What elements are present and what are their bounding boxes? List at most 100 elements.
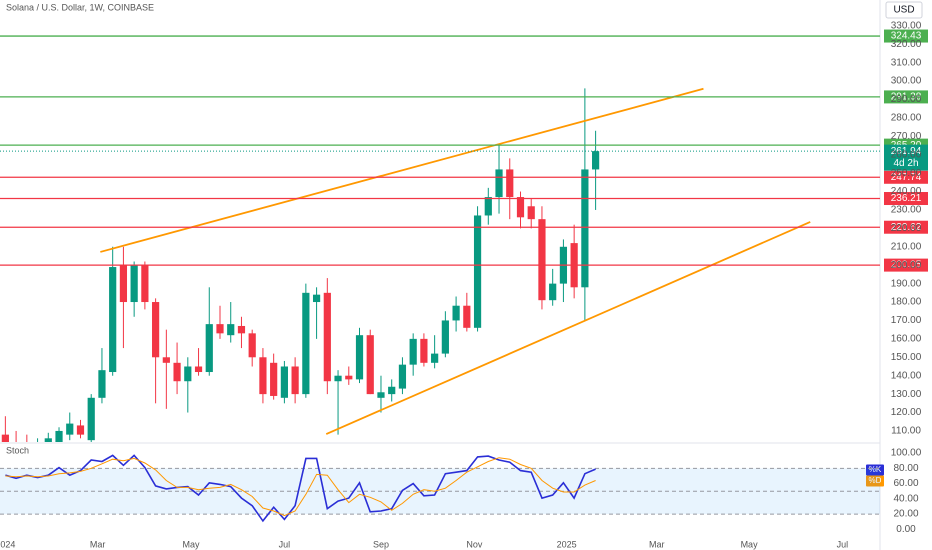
y-tick-label: 140.00 — [891, 370, 922, 381]
band — [0, 468, 880, 515]
x-tick-label: Jul — [279, 539, 291, 549]
level-label: 200.05 — [891, 260, 922, 271]
candle-body — [452, 305, 460, 321]
y-tick-label: 280.00 — [891, 113, 922, 124]
candle-body — [248, 333, 256, 358]
level-label: 247.74 — [891, 172, 922, 183]
level-tag — [884, 220, 928, 234]
level-tag — [884, 170, 928, 184]
candle-body — [345, 375, 353, 380]
indicator-line — [5, 454, 596, 523]
last-price-tag — [884, 144, 928, 171]
level-label: 220.62 — [891, 222, 922, 233]
candle-body — [205, 324, 213, 373]
countdown: 4d 2h — [893, 158, 918, 169]
y-tick-label: 180.00 — [891, 297, 922, 308]
candle-body — [323, 292, 331, 382]
y-tick-label: 120.00 — [891, 407, 922, 418]
candle-body — [98, 370, 106, 398]
candle-body — [409, 338, 417, 365]
candle-body — [366, 335, 374, 395]
currency-box[interactable] — [885, 1, 923, 19]
level-tag — [884, 192, 928, 206]
y-tick-label: 150.00 — [891, 352, 922, 363]
y-tick-label: 190.00 — [891, 278, 922, 289]
price-pane — [0, 35, 880, 442]
legend-tag — [866, 475, 884, 487]
overlay: 324.43291.38265.20247.74236.21220.62200.… — [866, 29, 928, 487]
currency[interactable]: USD — [893, 5, 914, 16]
x-tick-label: May — [183, 539, 201, 549]
candle-body — [302, 292, 310, 395]
y-tick-label: 80.00 — [893, 463, 918, 474]
x-tick-label: Mar — [90, 539, 106, 549]
y-tick-label: 40.00 — [893, 493, 918, 504]
candle-body — [152, 302, 160, 358]
candle-body — [516, 197, 525, 218]
candle-body — [184, 366, 192, 382]
candle-body — [141, 265, 149, 303]
candle-body — [312, 294, 321, 303]
candle-body — [259, 357, 267, 395]
candle-body — [549, 283, 557, 301]
y-tick-label: 310.00 — [891, 57, 922, 68]
candle-body — [162, 357, 170, 363]
candle-body — [109, 267, 117, 373]
candle-body — [538, 219, 546, 301]
candle-body — [388, 386, 396, 395]
level-tag — [884, 29, 928, 43]
y-tick-label: 300.00 — [891, 76, 922, 87]
level-label: 236.21 — [891, 193, 922, 204]
x-tick-label: Nov — [466, 539, 483, 549]
chart-title: Solana / U.S. Dollar, 1W, COINBASE — [6, 2, 154, 12]
candle-body — [420, 338, 428, 363]
candle-body — [506, 169, 514, 198]
y-tick-label: 240.00 — [891, 186, 922, 197]
candle-body — [495, 169, 503, 198]
last-price-label: 261.94 — [891, 146, 922, 157]
y-tick-label: 20.00 — [893, 509, 918, 520]
candle-body — [216, 324, 224, 334]
y-tick-label: 250.00 — [891, 168, 922, 179]
legend-label: %D — [869, 476, 882, 485]
y-tick-label: 200.00 — [891, 260, 922, 271]
candle-body — [87, 397, 95, 441]
candle-body — [227, 324, 235, 336]
level-tag — [884, 90, 928, 104]
x-tick-label: Mar — [649, 539, 665, 549]
candle-body — [431, 353, 439, 363]
candle-body — [473, 215, 482, 328]
trend-line — [100, 87, 704, 253]
candle-body — [119, 265, 128, 303]
candle-body — [291, 366, 299, 395]
candle-body — [76, 425, 85, 435]
y-tick-label: 60.00 — [893, 478, 918, 489]
y-tick-label: 210.00 — [891, 241, 922, 252]
y-tick-label: 100.00 — [891, 448, 922, 459]
candle-body — [237, 325, 246, 334]
y-tick-label: 260.00 — [891, 149, 922, 160]
candle-body — [194, 366, 203, 373]
candle-body — [441, 320, 449, 354]
x-tick-label: 2024 — [0, 539, 15, 549]
candle-body — [66, 423, 74, 435]
candle-body — [1, 434, 9, 442]
legend-label: %K — [869, 465, 882, 474]
candle-body — [130, 265, 138, 303]
indicator-title: Stoch — [6, 445, 29, 455]
candle-body — [592, 151, 600, 170]
candle-body — [398, 364, 407, 389]
candle-body — [280, 366, 288, 398]
candle-body — [44, 438, 52, 442]
candle-body — [355, 335, 364, 380]
y-tick-label: 290.00 — [891, 94, 922, 105]
trend-line — [325, 221, 811, 435]
y-tick-label: 110.00 — [891, 426, 921, 437]
y-tick-label: 170.00 — [891, 315, 922, 326]
candle-body — [581, 169, 589, 288]
candle-body — [173, 362, 181, 382]
y-tick-label: 130.00 — [891, 389, 922, 400]
y-tick-label: 320.00 — [891, 39, 922, 50]
y-tick-label: 230.00 — [891, 205, 922, 216]
